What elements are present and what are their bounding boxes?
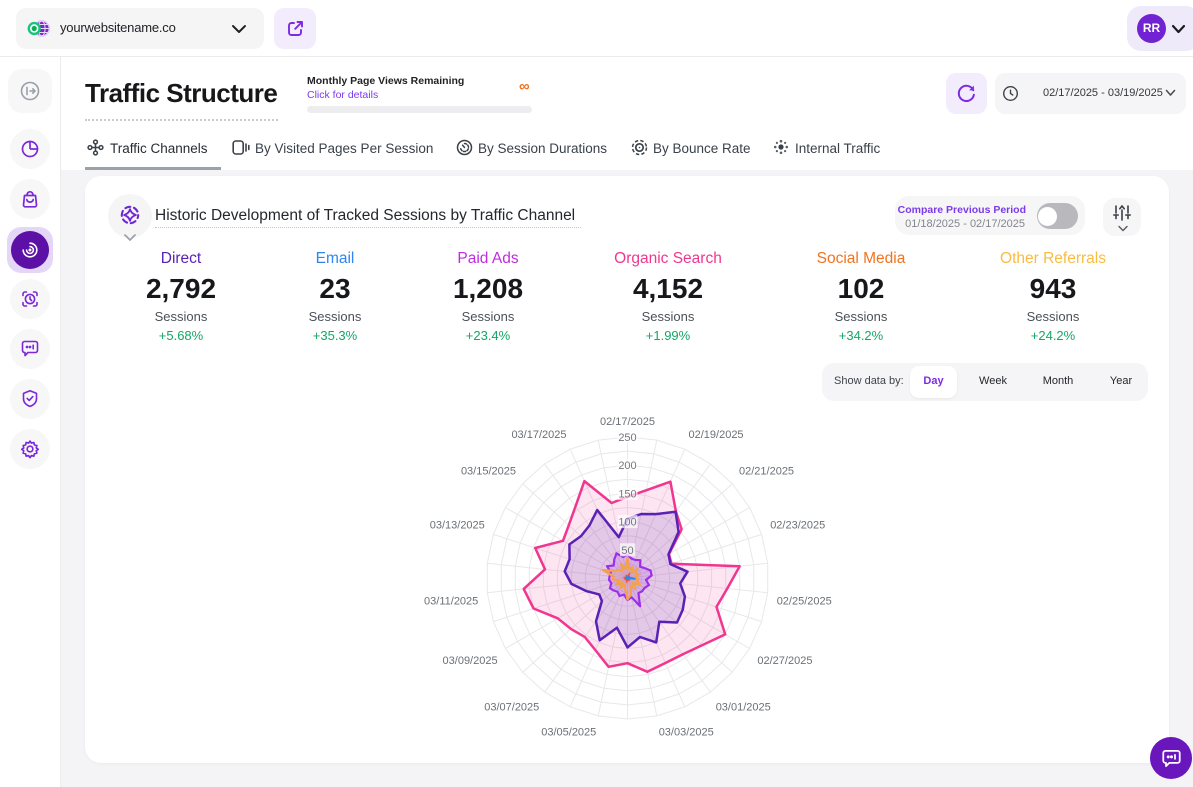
- svg-text:03/11/2025: 03/11/2025: [424, 596, 478, 608]
- svg-text:100: 100: [618, 517, 636, 529]
- svg-text:03/13/2025: 03/13/2025: [430, 520, 485, 532]
- svg-text:03/17/2025: 03/17/2025: [511, 429, 566, 441]
- svg-text:02/21/2025: 02/21/2025: [739, 466, 794, 478]
- svg-text:03/03/2025: 03/03/2025: [659, 727, 714, 739]
- svg-text:03/15/2025: 03/15/2025: [461, 466, 516, 478]
- svg-text:200: 200: [618, 460, 636, 472]
- svg-text:250: 250: [618, 432, 636, 444]
- svg-text:02/23/2025: 02/23/2025: [770, 520, 825, 532]
- svg-text:02/25/2025: 02/25/2025: [777, 596, 832, 608]
- svg-text:02/19/2025: 02/19/2025: [689, 429, 744, 441]
- svg-text:03/09/2025: 03/09/2025: [443, 655, 498, 667]
- svg-text:02/17/2025: 02/17/2025: [600, 416, 655, 428]
- svg-text:02/27/2025: 02/27/2025: [757, 655, 812, 667]
- svg-text:150: 150: [618, 488, 636, 500]
- svg-text:03/07/2025: 03/07/2025: [484, 701, 539, 713]
- svg-text:03/05/2025: 03/05/2025: [541, 727, 596, 739]
- svg-text:50: 50: [621, 545, 633, 557]
- svg-text:03/01/2025: 03/01/2025: [716, 701, 771, 713]
